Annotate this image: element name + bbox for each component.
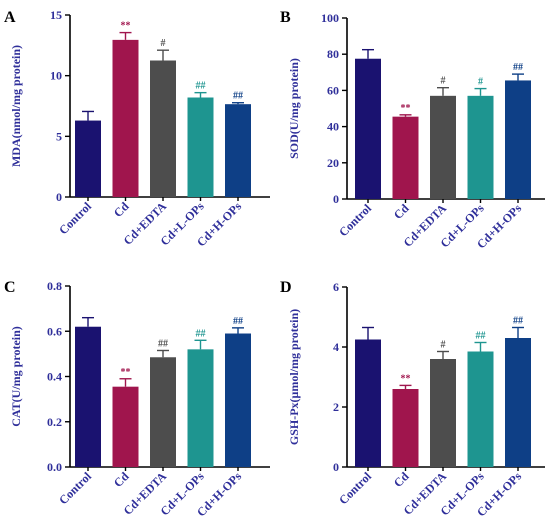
bar-control	[75, 326, 101, 467]
significance-label: #	[161, 38, 166, 49]
significance-label: **	[121, 21, 131, 32]
y-tick-label: 0.2	[47, 415, 62, 429]
bar-cd-l-ops	[467, 351, 494, 467]
y-tick-label: 0	[56, 190, 62, 204]
y-tick-label: 6	[333, 280, 339, 294]
y-tick-label: 0.0	[47, 460, 62, 474]
significance-label: ##	[513, 62, 523, 73]
bar-control	[75, 120, 101, 197]
significance-label: ##	[513, 316, 523, 327]
y-tick-label: 60	[327, 83, 339, 97]
significance-label: ##	[158, 338, 168, 349]
significance-label: #	[441, 340, 446, 351]
y-axis-label: GSH-Px(μmol/mg protein)	[287, 309, 301, 445]
bar-control	[355, 339, 381, 467]
bar-cd	[112, 39, 139, 197]
bar-cd-h-ops	[505, 80, 531, 199]
x-tick-label: Cd	[391, 201, 412, 222]
y-axis-label: CAT(U/mg protein)	[9, 326, 23, 427]
y-tick-label: 80	[327, 47, 339, 61]
bar-cd-h-ops	[225, 333, 251, 467]
bar-cd	[392, 116, 419, 199]
panel-letter: D	[280, 279, 292, 296]
significance-label: **	[401, 103, 411, 114]
bar-cd-l-ops	[467, 95, 494, 199]
chart-panel-c: C 0.0 0.2 0.4 0.6 0.8 CAT(U/mg protein) Control…	[4, 279, 270, 519]
y-tick-label: 0	[333, 192, 339, 206]
y-tick-label: 0.4	[47, 370, 62, 384]
significance-label: #	[478, 77, 483, 88]
y-tick-label: 0.8	[47, 279, 62, 293]
y-tick-label: 2	[333, 400, 339, 414]
y-tick-label: 10	[50, 69, 62, 83]
x-tick-label: Control	[336, 201, 374, 239]
y-tick-label: 0.6	[47, 324, 62, 338]
y-axis-label: SOD(U/mg protein)	[287, 58, 301, 159]
y-tick-label: 100	[321, 11, 339, 25]
significance-label: #	[441, 76, 446, 87]
x-tick-label: Control	[56, 469, 94, 507]
y-tick-label: 5	[56, 129, 62, 143]
significance-label: ##	[196, 81, 206, 92]
bar-cd-edta	[150, 60, 176, 197]
bar-cd-l-ops	[187, 97, 214, 197]
x-tick-label: Control	[56, 199, 94, 237]
x-tick-label: Control	[336, 469, 374, 507]
x-tick-label: Cd	[391, 469, 412, 490]
bar-cd-h-ops	[225, 104, 251, 197]
y-tick-label: 40	[327, 120, 339, 134]
bar-cd-l-ops	[187, 349, 214, 467]
y-tick-label: 20	[327, 156, 339, 170]
bar-cd	[392, 389, 419, 467]
chart-panel-d: D 0 2 4 6 GSH-Px(μmol/mg protein) Control ** Cd #…	[280, 279, 545, 519]
y-tick-label: 4	[333, 340, 339, 354]
panel-letter: A	[4, 9, 16, 26]
bar-cd-h-ops	[505, 338, 531, 467]
y-axis-label: MDA(nmol/mg protein)	[9, 45, 23, 167]
bar-control	[355, 58, 381, 199]
significance-label: **	[401, 373, 411, 384]
bar-cd-edta	[150, 357, 176, 467]
x-tick-label: Cd	[111, 199, 132, 220]
significance-label: ##	[196, 328, 206, 339]
chart-panel-b: B 0 20 40 60 80 100 SOD(U/mg protein) Control ** C…	[280, 9, 545, 251]
panel-letter: C	[4, 279, 16, 296]
significance-label: ##	[476, 331, 486, 342]
y-tick-label: 0	[333, 460, 339, 474]
significance-label: ##	[233, 316, 243, 327]
x-tick-label: Cd	[111, 469, 132, 490]
bar-cd	[112, 386, 139, 467]
y-tick-label: 15	[50, 8, 62, 22]
bar-cd-edta	[430, 359, 456, 467]
panel-letter: B	[280, 9, 291, 26]
significance-label: **	[121, 367, 131, 378]
significance-label: ##	[233, 91, 243, 102]
bar-cd-edta	[430, 95, 456, 199]
